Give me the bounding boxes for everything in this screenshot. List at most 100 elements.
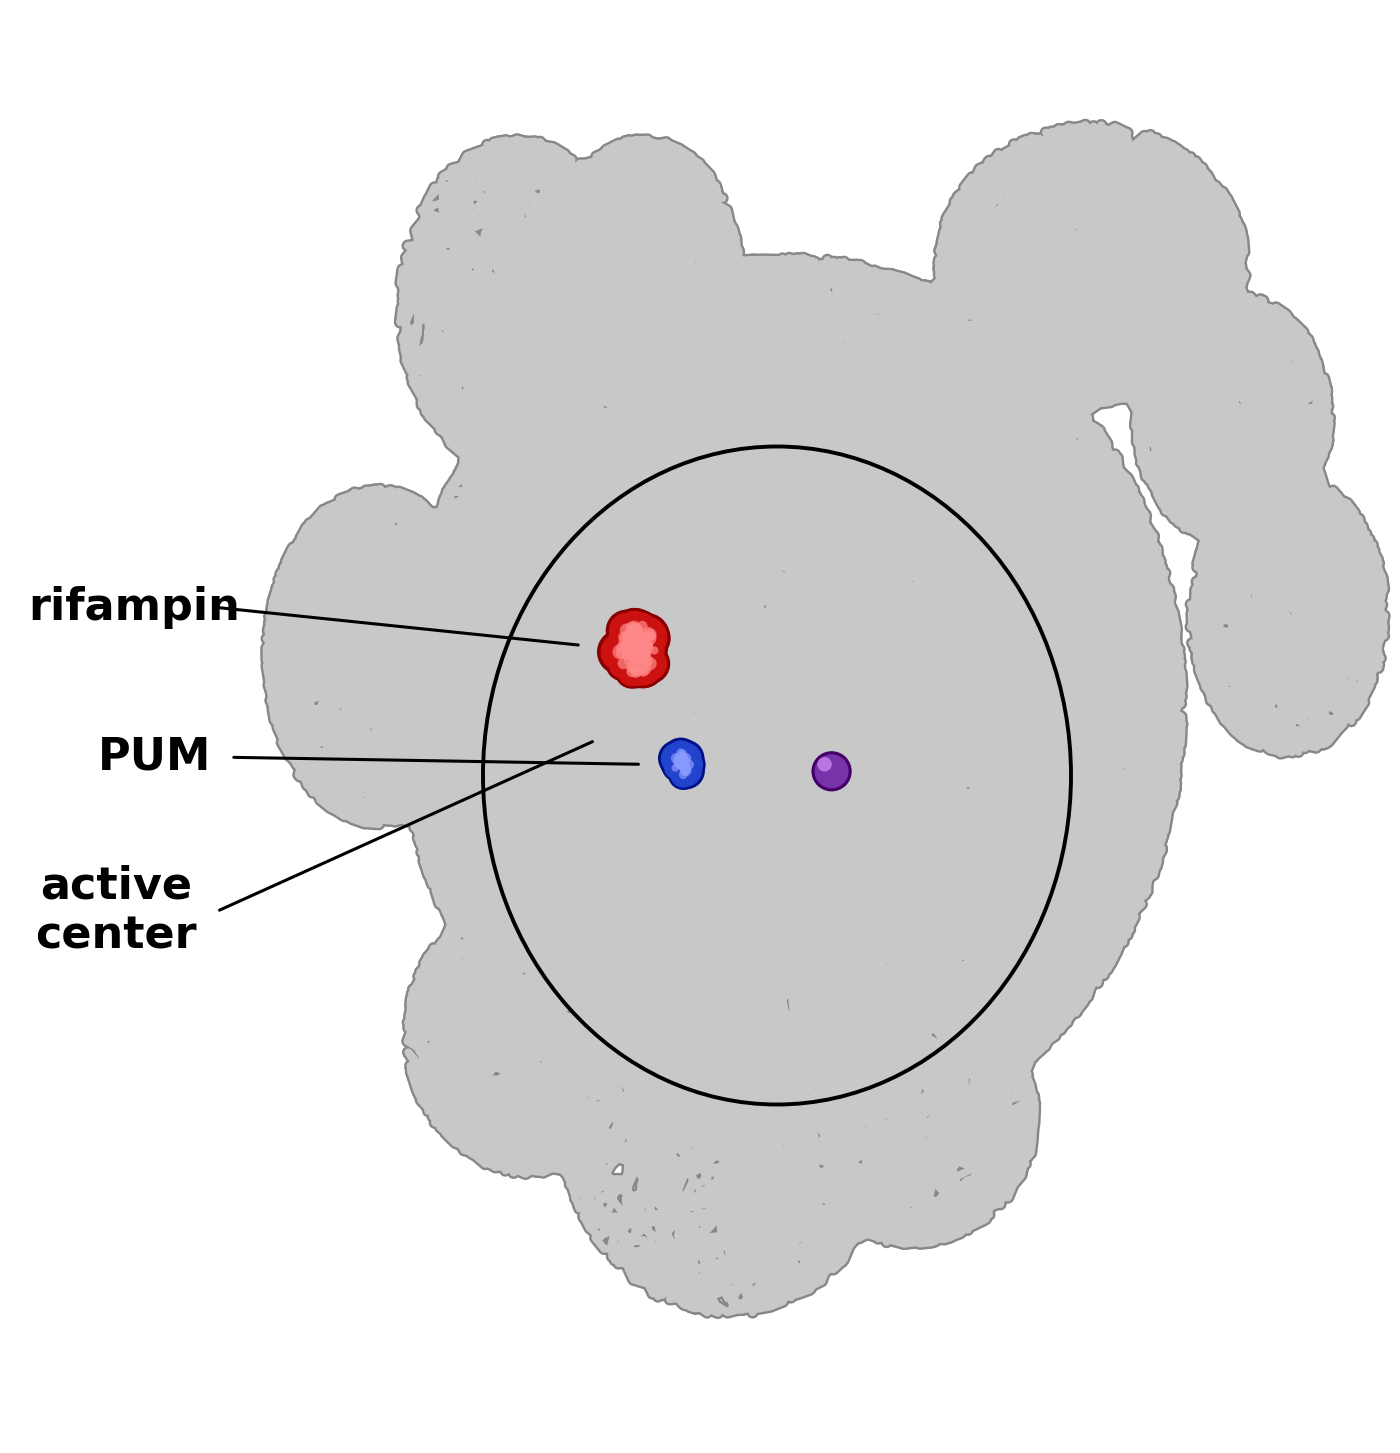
Point bbox=[637, 649, 659, 673]
Point bbox=[669, 753, 692, 776]
Point bbox=[630, 636, 652, 660]
Point bbox=[624, 622, 647, 645]
Point bbox=[672, 747, 694, 770]
Point bbox=[612, 652, 634, 676]
Point bbox=[612, 625, 634, 648]
Point bbox=[620, 660, 643, 683]
Point bbox=[617, 625, 640, 648]
Point bbox=[623, 645, 645, 668]
Point bbox=[669, 745, 692, 769]
Point bbox=[634, 626, 657, 649]
Point bbox=[630, 629, 652, 652]
Point bbox=[634, 641, 657, 664]
Point bbox=[623, 645, 645, 668]
Point bbox=[665, 747, 687, 770]
Point bbox=[633, 648, 655, 671]
Point bbox=[620, 631, 643, 654]
Point bbox=[638, 623, 661, 647]
Point bbox=[636, 636, 658, 660]
Point bbox=[627, 660, 650, 683]
Point bbox=[669, 753, 692, 776]
Point bbox=[624, 619, 647, 642]
Point bbox=[638, 652, 661, 676]
Point bbox=[672, 747, 694, 770]
Point bbox=[672, 753, 694, 776]
Point bbox=[675, 748, 697, 772]
Point bbox=[675, 748, 697, 772]
Point bbox=[624, 625, 647, 648]
Point bbox=[638, 652, 661, 676]
Point bbox=[609, 641, 631, 664]
Point bbox=[669, 741, 692, 764]
Point bbox=[675, 748, 697, 772]
Point bbox=[617, 642, 640, 665]
Point bbox=[626, 647, 648, 670]
Point bbox=[671, 748, 693, 772]
Point bbox=[673, 758, 696, 782]
Point bbox=[609, 641, 631, 664]
Point bbox=[626, 638, 648, 661]
Point bbox=[633, 645, 655, 668]
Point bbox=[631, 638, 654, 661]
Point bbox=[624, 622, 647, 645]
Point bbox=[638, 623, 661, 647]
Point bbox=[634, 626, 657, 649]
Point bbox=[623, 616, 645, 639]
Point bbox=[622, 655, 644, 679]
Point bbox=[678, 753, 700, 776]
Point bbox=[617, 634, 640, 657]
Point bbox=[612, 636, 634, 660]
Point bbox=[637, 649, 659, 673]
Point bbox=[617, 623, 640, 647]
Point bbox=[672, 763, 694, 786]
Point bbox=[619, 648, 641, 671]
Point bbox=[631, 631, 654, 654]
Point bbox=[626, 625, 648, 648]
Point bbox=[624, 661, 647, 684]
Point bbox=[617, 625, 640, 648]
Point bbox=[612, 636, 634, 660]
Point bbox=[675, 747, 697, 770]
Point bbox=[623, 645, 645, 668]
Point bbox=[613, 629, 636, 652]
Point bbox=[631, 660, 654, 683]
Point bbox=[671, 751, 693, 774]
Point bbox=[640, 625, 662, 648]
Point bbox=[673, 757, 696, 780]
Point bbox=[631, 660, 654, 683]
Point bbox=[612, 625, 634, 648]
Point bbox=[623, 645, 645, 668]
Point bbox=[673, 753, 696, 776]
Point bbox=[672, 756, 694, 779]
Point bbox=[623, 647, 645, 670]
Point bbox=[643, 639, 665, 663]
Point bbox=[615, 644, 637, 667]
Point bbox=[631, 642, 654, 665]
Point bbox=[643, 639, 665, 663]
Point bbox=[631, 635, 654, 658]
Point bbox=[631, 660, 654, 683]
Point bbox=[664, 757, 686, 780]
Point bbox=[617, 642, 640, 665]
Point bbox=[616, 619, 638, 642]
Point bbox=[673, 760, 696, 783]
Point bbox=[634, 657, 657, 680]
Point bbox=[627, 645, 650, 668]
Point bbox=[622, 644, 644, 667]
Point bbox=[617, 634, 640, 657]
Point bbox=[623, 647, 645, 670]
Point bbox=[637, 622, 659, 645]
Point bbox=[675, 758, 697, 782]
Point bbox=[631, 635, 654, 658]
Point bbox=[627, 631, 650, 654]
Point bbox=[622, 655, 644, 679]
Point bbox=[619, 648, 641, 671]
Point bbox=[627, 660, 650, 683]
Point bbox=[633, 648, 655, 671]
Point bbox=[627, 625, 650, 648]
Point bbox=[622, 645, 644, 668]
Point bbox=[620, 616, 643, 639]
Point bbox=[622, 644, 644, 667]
Point bbox=[610, 641, 633, 664]
Point bbox=[631, 631, 654, 654]
